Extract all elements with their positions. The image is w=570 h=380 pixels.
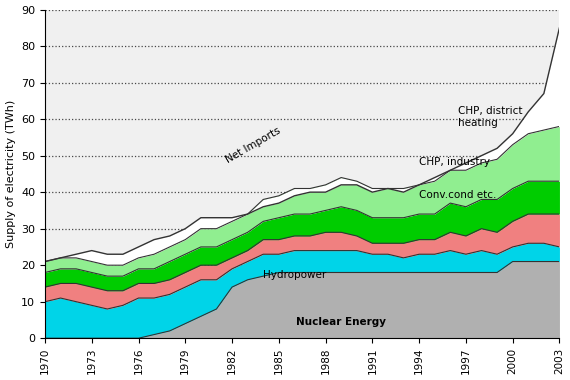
- Y-axis label: Supply of electricity (TWh): Supply of electricity (TWh): [6, 100, 15, 248]
- Text: Nuclear Energy: Nuclear Energy: [296, 317, 386, 328]
- Text: CHP, industry: CHP, industry: [419, 157, 490, 167]
- Text: CHP, district
heating: CHP, district heating: [458, 106, 523, 128]
- Text: Hydropower: Hydropower: [263, 270, 327, 280]
- Text: Conv.cond etc.: Conv.cond etc.: [419, 190, 496, 200]
- Text: Net Imports: Net Imports: [224, 125, 283, 165]
